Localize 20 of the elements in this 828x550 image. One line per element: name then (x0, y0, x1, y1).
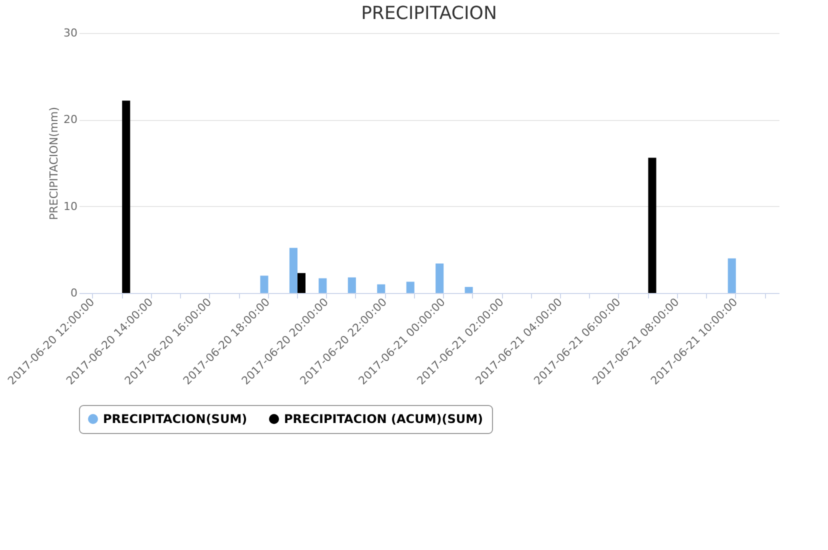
bar (464, 286, 473, 293)
bar (728, 258, 736, 293)
legend-label: PRECIPITACION (ACUM)(SUM) (284, 412, 484, 426)
bar (648, 158, 656, 293)
y-axis-title: PRECIPITACION(mm) (48, 106, 61, 220)
bar (377, 284, 386, 293)
bar (297, 273, 306, 293)
chart-title: PRECIPITACION (361, 3, 497, 24)
y-tick-label: 30 (64, 26, 78, 40)
y-tick-label: 10 (64, 200, 78, 213)
bar (318, 278, 327, 293)
bar (289, 248, 298, 293)
y-tick-label: 0 (70, 286, 78, 300)
bar (122, 100, 130, 293)
legend-label: PRECIPITACION(SUM) (103, 412, 248, 426)
bar (348, 277, 356, 293)
bar (406, 282, 414, 293)
bar (436, 264, 444, 293)
y-tick-label: 20 (64, 113, 78, 126)
bar (260, 276, 268, 293)
